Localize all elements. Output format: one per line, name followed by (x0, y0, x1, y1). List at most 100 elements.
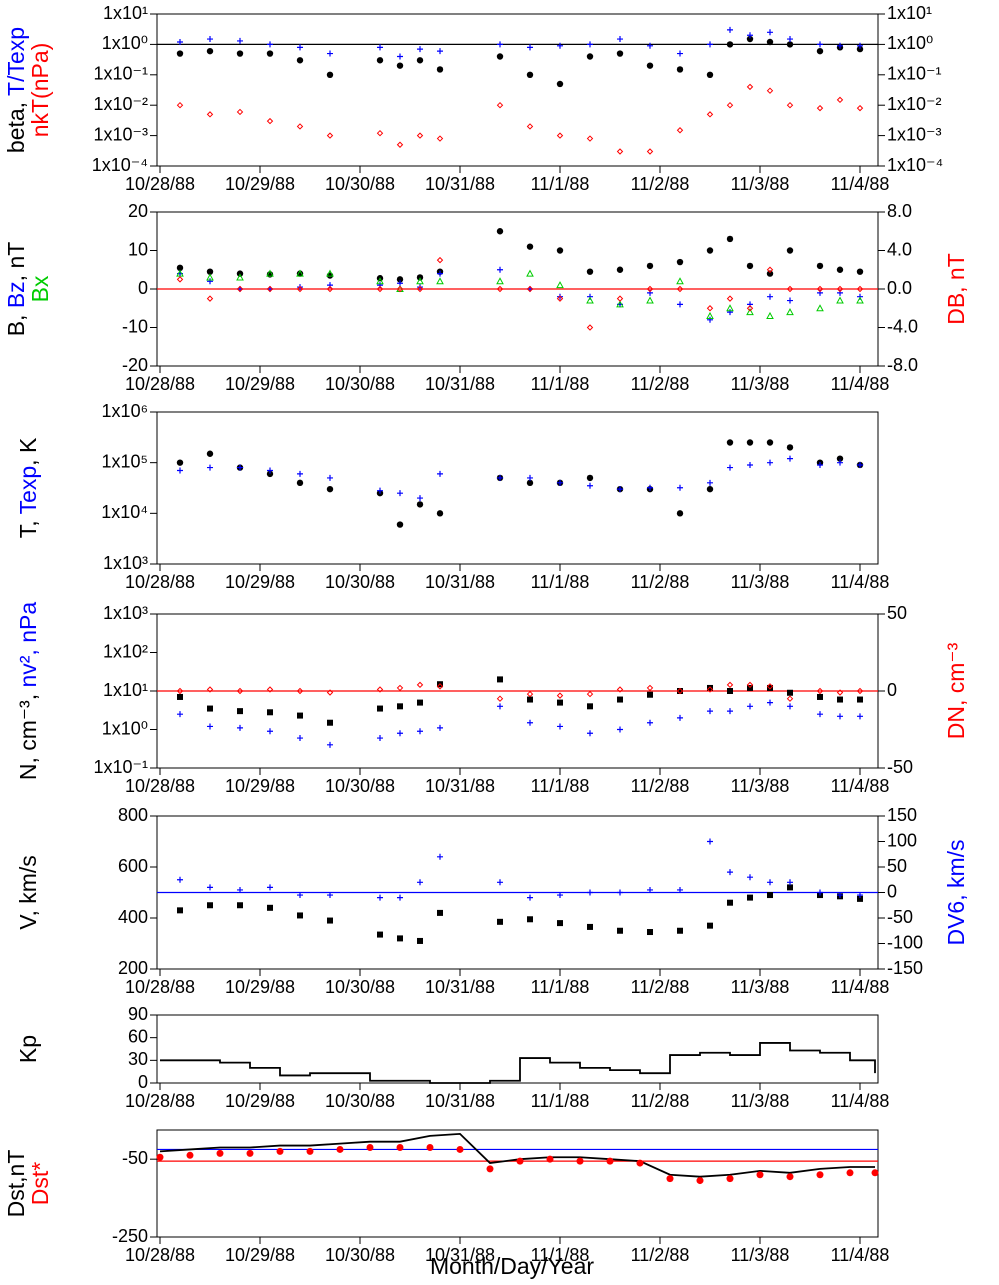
data-point (396, 684, 404, 692)
data-point (556, 80, 564, 88)
data-point (296, 285, 304, 293)
x-tick-label: 10/28/88 (125, 977, 195, 997)
data-point (397, 894, 403, 901)
data-point (267, 709, 273, 716)
data-point (437, 853, 443, 860)
data-point (706, 111, 714, 118)
data-point (526, 479, 534, 487)
data-point (857, 713, 863, 720)
data-point (767, 879, 773, 886)
axis-label-part: nkT(nPa) (27, 43, 53, 138)
y-tick-label: 800 (118, 805, 148, 825)
data-point (617, 726, 623, 733)
data-point (557, 42, 563, 49)
data-point (647, 289, 653, 296)
data-point (676, 687, 684, 695)
data-point (237, 886, 243, 893)
data-point (327, 50, 333, 57)
data-point (377, 735, 383, 742)
data-point (856, 268, 864, 275)
data-point (706, 485, 714, 493)
data-point (836, 96, 844, 104)
data-point (616, 686, 624, 693)
x-tick-label: 10/29/88 (225, 374, 295, 394)
x-tick-label: 10/28/88 (125, 1245, 195, 1265)
data-point (617, 36, 623, 43)
data-point (417, 879, 423, 886)
data-point (746, 681, 754, 689)
data-point (696, 1177, 704, 1185)
y-tick-label: 1x10⁻¹ (93, 64, 148, 84)
axis-label-part: beta, (3, 96, 29, 153)
data-point (786, 41, 794, 48)
x-tick-label: 11/2/88 (631, 977, 690, 997)
data-point (726, 41, 734, 48)
data-point (837, 892, 843, 899)
x-tick-label: 10/30/88 (325, 1245, 395, 1265)
data-point (216, 1149, 224, 1157)
data-point (707, 684, 713, 691)
y-tick-label-right: 1x10⁰ (887, 33, 933, 53)
x-tick-label: 10/31/88 (425, 977, 495, 997)
data-point (786, 444, 794, 451)
data-point (206, 273, 214, 281)
x-tick-label: 10/29/88 (225, 776, 295, 796)
data-point (586, 690, 594, 698)
data-point (297, 470, 303, 477)
data-point (397, 703, 403, 710)
data-point (426, 1144, 434, 1152)
data-point (206, 450, 214, 457)
x-tick-label: 11/4/88 (831, 572, 890, 592)
data-point (246, 1149, 254, 1157)
axis-label: N, cm⁻³, nv², nPa (15, 602, 41, 781)
data-point (326, 689, 334, 696)
data-point (557, 479, 563, 486)
data-point (707, 708, 713, 715)
x-tick-label: 10/31/88 (425, 572, 495, 592)
data-point (417, 495, 423, 502)
axis-label: T, Texp, K (15, 437, 41, 538)
data-point (297, 735, 303, 742)
axis-label-part: Bz (3, 281, 29, 308)
data-point (871, 1169, 879, 1177)
data-point (646, 296, 654, 304)
data-point (237, 464, 243, 471)
data-point (436, 277, 444, 285)
y2-tick-label: 100 (887, 830, 917, 850)
data-point (766, 87, 774, 94)
data-point (816, 47, 824, 55)
data-point (327, 474, 333, 481)
axis-label: beta, T/Texp (3, 27, 29, 153)
x-tick-label: 10/28/88 (125, 1091, 195, 1111)
data-point (707, 479, 713, 486)
data-point (706, 311, 714, 319)
data-point (176, 459, 184, 466)
data-point (496, 101, 504, 109)
plot-frame (156, 411, 879, 565)
data-point (617, 696, 623, 703)
data-point (837, 696, 843, 703)
data-point (176, 264, 184, 272)
data-point (846, 1169, 854, 1177)
data-point (786, 285, 794, 293)
data-point (436, 66, 444, 73)
data-point (396, 141, 404, 148)
data-point (527, 696, 533, 703)
data-point (676, 510, 684, 517)
data-point (526, 123, 534, 130)
data-point (857, 696, 863, 703)
data-point (817, 889, 823, 896)
data-point (647, 719, 653, 726)
data-point (556, 132, 564, 139)
axis-label-part: T, (15, 514, 41, 538)
data-point (857, 42, 863, 49)
data-point (856, 104, 864, 112)
data-point (817, 711, 823, 718)
data-point (556, 247, 564, 254)
data-point (766, 683, 774, 690)
data-point (677, 886, 683, 893)
x-tick-label: 11/2/88 (631, 374, 690, 394)
data-point (746, 305, 754, 312)
x-tick-label: 11/1/88 (531, 174, 590, 194)
axis-label: DB, nT (943, 253, 969, 325)
